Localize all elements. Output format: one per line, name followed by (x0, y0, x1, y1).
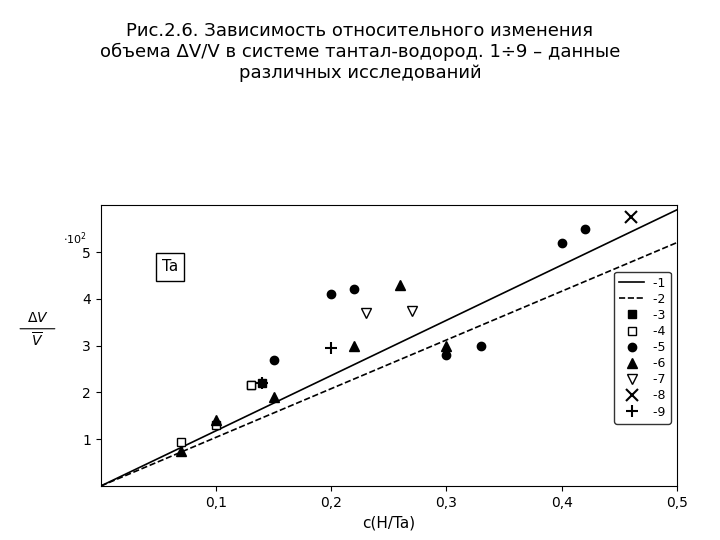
Text: $\Delta V$: $\Delta V$ (27, 310, 48, 325)
Text: Ta: Ta (162, 260, 178, 274)
Text: $\overline{V}$: $\overline{V}$ (31, 331, 44, 349)
Text: Рис.2.6. Зависимость относительного изменения
объема ΔV/V в системе тантал-водор: Рис.2.6. Зависимость относительного изме… (100, 22, 620, 82)
Legend:  -1,  -2,  -3,  -4,  -5,  -6,  -7,  -8,  -9: -1, -2, -3, -4, -5, -6, -7, -8, -9 (614, 272, 670, 423)
X-axis label: c(H/Ta): c(H/Ta) (362, 515, 415, 530)
Text: $\cdot 10^2$: $\cdot 10^2$ (63, 231, 87, 247)
